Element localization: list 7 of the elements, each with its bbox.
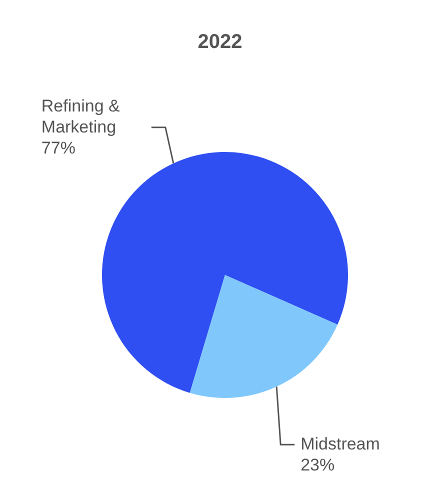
pie-slice (190, 275, 338, 398)
data-label: 23% (300, 456, 335, 475)
slice-label: Refining & Marketing (41, 96, 121, 136)
chart-title: 2022 (198, 31, 242, 53)
slice-label: Midstream (300, 434, 380, 454)
pie-slice (102, 152, 348, 393)
data-label: 77% (41, 138, 76, 158)
